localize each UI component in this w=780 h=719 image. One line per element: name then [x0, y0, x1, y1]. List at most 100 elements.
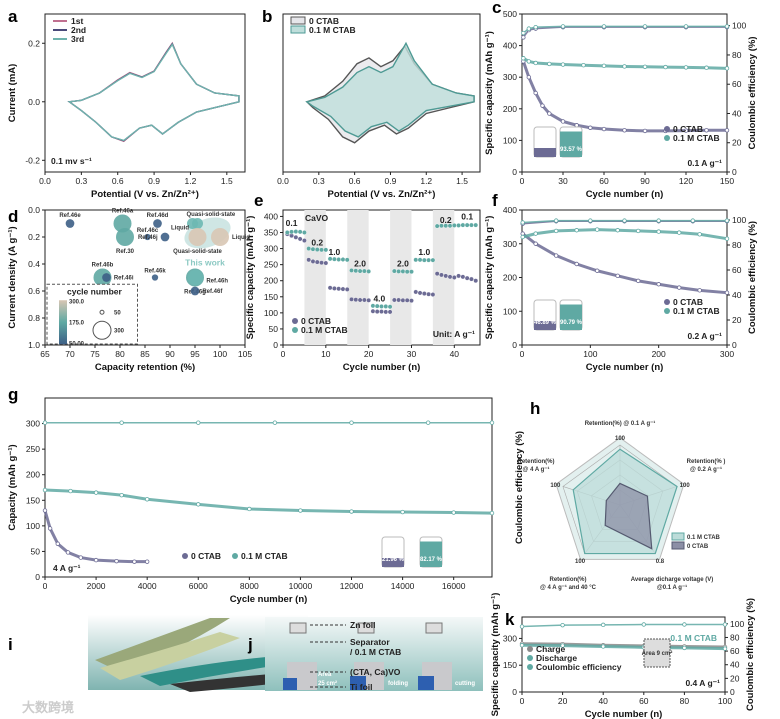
y-tick-label: 200 [503, 104, 517, 114]
rate-point [297, 229, 303, 235]
pouch-cell-flat [283, 622, 317, 690]
data-point [697, 288, 702, 293]
legend-label: 2nd [71, 25, 86, 35]
data-point [47, 526, 53, 531]
x-axis-label: Capacity retention (%) [95, 362, 195, 373]
y-tick-label: -0.2 [25, 155, 40, 165]
y-tick-label: 350 [264, 228, 278, 238]
series-line-0-CTAB [521, 232, 728, 295]
pouch-cell-folding [350, 622, 384, 690]
folding-caption: folding [388, 681, 408, 687]
data-point [697, 232, 702, 237]
data-point [663, 64, 668, 70]
x-tick-label: 40 [598, 696, 608, 706]
data-point [119, 492, 124, 498]
data-point [622, 128, 627, 133]
data-point [676, 230, 682, 235]
data-point [724, 24, 730, 29]
rate-point [306, 257, 312, 263]
x-tick-label: 14000 [391, 581, 415, 591]
bubble-point [151, 274, 159, 281]
bubble-label: Ref.46h [206, 279, 228, 285]
bubble-label: Quasi-solid-state [173, 249, 222, 255]
y-axis-label: Specific capacity (mAh g⁻¹) [490, 593, 501, 717]
x-tick-label: 20 [364, 349, 374, 359]
rate-point [331, 256, 337, 262]
this-work-label: This work [185, 258, 225, 268]
legend-label: Coulombic efficiency [536, 662, 622, 672]
data-point [588, 218, 593, 223]
x-tick-label: 2000 [87, 581, 106, 591]
x-tick-label: 4000 [138, 581, 157, 591]
data-point [144, 497, 150, 502]
rate-point [426, 291, 432, 297]
data-point [641, 622, 646, 627]
bubble-label: Ref.46e [59, 213, 81, 219]
rate-point [404, 269, 410, 275]
panel-label-d: d [8, 207, 18, 226]
data-point [78, 555, 83, 560]
rate-point [391, 297, 397, 303]
bubble-label: Ref.46b [92, 263, 114, 269]
x-tick-label: 80 [115, 349, 125, 359]
data-point [526, 74, 532, 80]
bubble-point [65, 219, 75, 228]
y-tick-label: 0.0 [28, 205, 40, 215]
series-line-Coulombic-efficiency [521, 623, 725, 628]
rate-point [374, 303, 380, 309]
panel-label-i: i [8, 635, 13, 654]
radar-axis-label: @ 4 A g⁻¹ and 40 °C [540, 584, 597, 591]
battery-fill [534, 321, 556, 330]
bubble-label: Quasi-solid-state [187, 212, 236, 218]
y-tick-label: 100 [503, 135, 517, 145]
data-point [68, 488, 73, 494]
radar-axis-label: @ 4 A g⁻¹ [523, 466, 550, 473]
x-tick-label: 150 [720, 176, 734, 186]
rate-point [319, 260, 324, 266]
radar-axis-label: Retention(% ) [687, 459, 726, 465]
data-point [724, 128, 730, 133]
rate-point [323, 260, 329, 266]
pouch-area-label: Area 9 cm² [642, 650, 673, 657]
y-axis-label: Current (mA) [7, 64, 18, 123]
panel-j-photo [265, 617, 483, 691]
data-point [560, 119, 566, 124]
legend-label: 1st [71, 16, 83, 26]
plot-frame-b [282, 13, 481, 173]
bubble-point [102, 273, 111, 282]
rate-point [323, 247, 329, 253]
y-tick-label: 250 [264, 260, 278, 270]
legend-label: 0 CTAB [301, 316, 331, 326]
x-tick-label: 20 [558, 696, 568, 706]
rate-point [289, 229, 294, 235]
rate-point [370, 303, 376, 309]
data-point [642, 64, 648, 69]
data-point [533, 241, 538, 246]
y2-tick-label: 100 [730, 619, 744, 629]
plot-frame-a [44, 13, 246, 173]
layer-label: Ti foil [350, 682, 373, 692]
watermark-text: 大数跨境 [22, 700, 74, 715]
rate-point [421, 291, 427, 296]
data-point [533, 60, 538, 66]
rate-point [314, 259, 320, 265]
x-tick-label: 100 [213, 349, 227, 359]
data-point [553, 228, 559, 234]
data-point [425, 420, 431, 425]
rate-point [391, 268, 397, 274]
data-point [676, 285, 682, 290]
data-point [400, 509, 405, 515]
rate-point [409, 298, 414, 304]
x-tick-label: 300 [720, 349, 734, 359]
rate-point [336, 286, 342, 292]
data-point [553, 218, 559, 223]
legend-label: 0 CTAB [309, 16, 339, 26]
rate-point [327, 285, 333, 291]
electrolyte-tag: 0.1 M CTAB [670, 633, 717, 643]
data-point [683, 128, 689, 133]
rate-point [284, 230, 290, 235]
plot-frame-e [282, 209, 481, 346]
data-point [601, 126, 607, 132]
battery-fill [534, 148, 556, 157]
